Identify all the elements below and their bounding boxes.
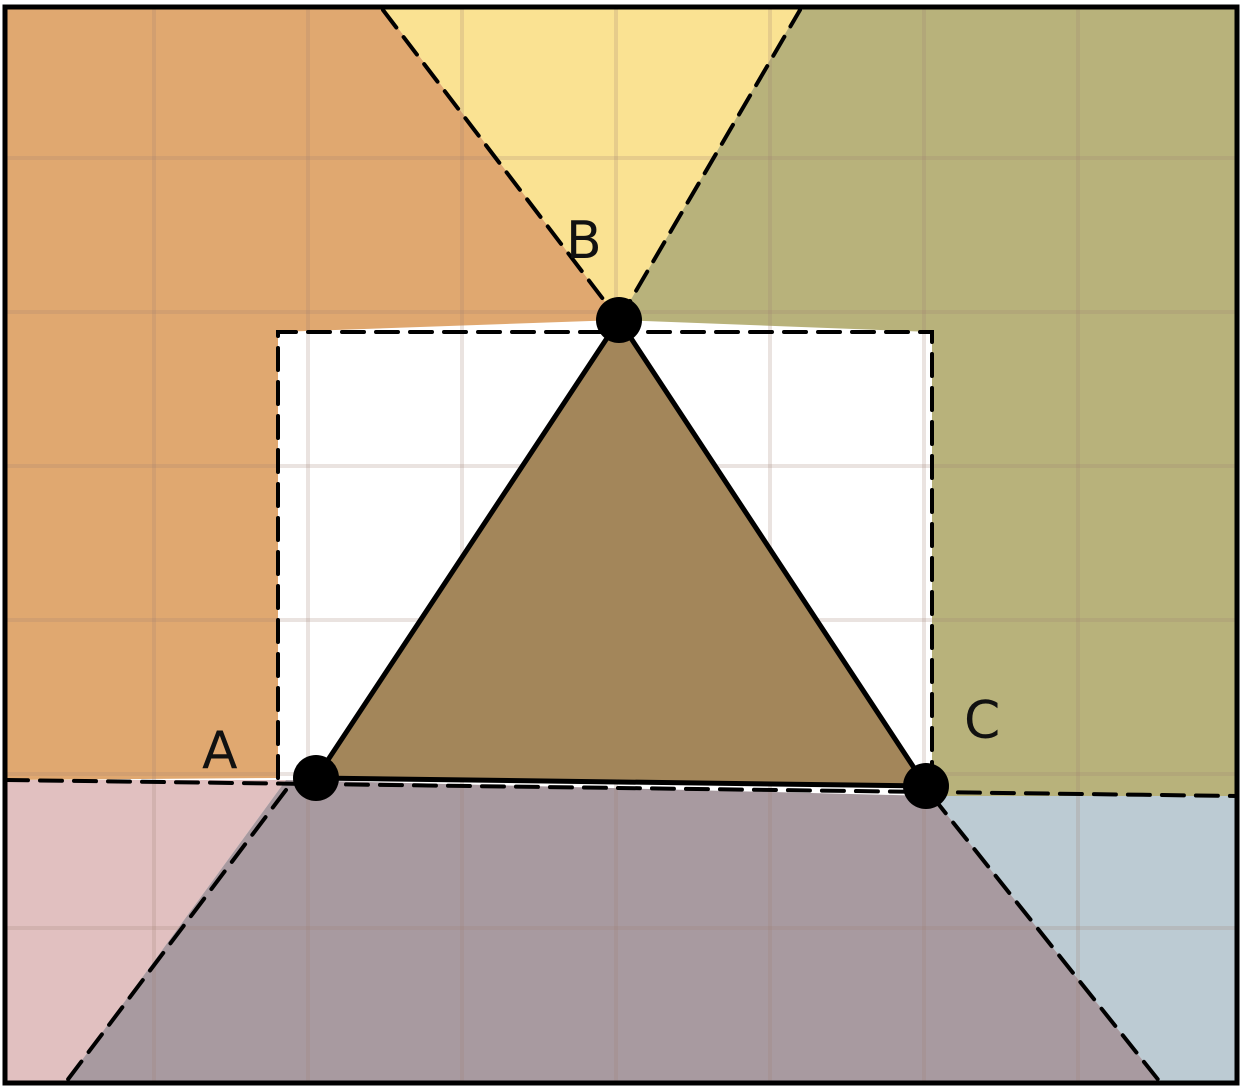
vertex-labels: A B C <box>202 211 1000 781</box>
point-c <box>903 763 949 809</box>
label-b: B <box>566 211 602 271</box>
bounding-rectangle <box>276 330 934 794</box>
bottom-boundary-line <box>4 778 1238 798</box>
region-bottom <box>66 780 1160 1082</box>
label-a: A <box>202 721 238 781</box>
vertices <box>293 297 949 809</box>
region-bottom-right <box>932 796 1236 1082</box>
dashed-lines <box>4 8 1238 1084</box>
point-a <box>293 755 339 801</box>
region-bottom-left <box>6 780 286 1082</box>
region-top <box>383 8 800 320</box>
top-right-diagonal <box>617 8 802 322</box>
bottom-left-diagonal <box>64 788 288 1084</box>
point-b <box>596 297 642 343</box>
regions <box>6 8 1236 1082</box>
bottom-right-diagonal <box>930 794 1162 1084</box>
triangle-abc <box>313 317 929 789</box>
grid <box>6 8 1236 1082</box>
region-top-left <box>6 8 619 780</box>
region-top-right <box>619 8 1236 796</box>
label-c: C <box>964 691 1000 751</box>
top-left-diagonal <box>381 8 621 322</box>
frame <box>2 4 1240 1086</box>
